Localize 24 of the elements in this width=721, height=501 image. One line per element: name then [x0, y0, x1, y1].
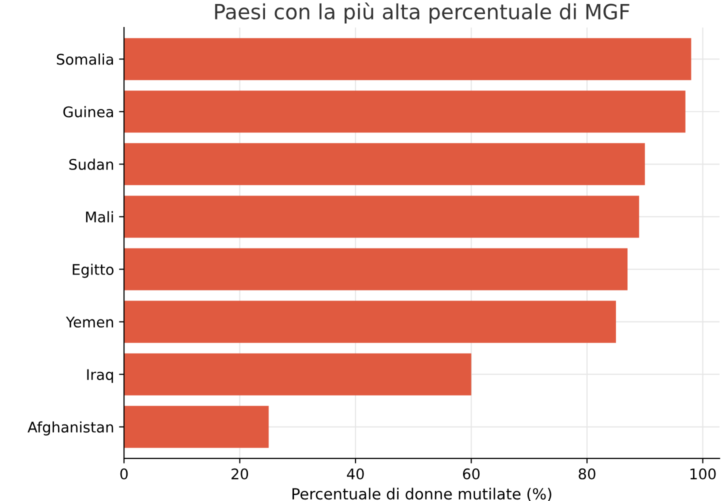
bar	[124, 38, 692, 80]
bar	[124, 353, 472, 396]
y-tick-label: Somalia	[56, 54, 113, 65]
bar	[124, 143, 645, 186]
bar	[124, 196, 640, 238]
x-tick-label: 100	[690, 468, 716, 480]
y-tick-label: Yemen	[66, 316, 114, 328]
bar	[124, 300, 616, 343]
y-tick-label: Iraq	[87, 369, 113, 383]
bar	[124, 90, 686, 133]
x-tick-label: 60	[463, 468, 480, 480]
bar	[124, 248, 628, 290]
x-tick-label: 80	[578, 468, 596, 480]
x-axis-title: Percentuale di donne mutilate (%)	[292, 488, 552, 501]
y-tick-label: Sudan	[69, 158, 114, 170]
x-tick-label: 40	[346, 468, 364, 480]
chart-title: Paesi con la più alta percentuale di MGF	[215, 2, 630, 24]
x-tick-label: 0	[120, 468, 128, 480]
x-tick-label: 20	[232, 468, 248, 480]
bar	[124, 406, 269, 448]
y-tick-label: Egitto	[72, 264, 114, 278]
y-tick-label: Guinea	[63, 106, 113, 118]
y-tick-label: Afghanistan	[28, 421, 114, 436]
y-tick-label: Mali	[86, 211, 113, 222]
